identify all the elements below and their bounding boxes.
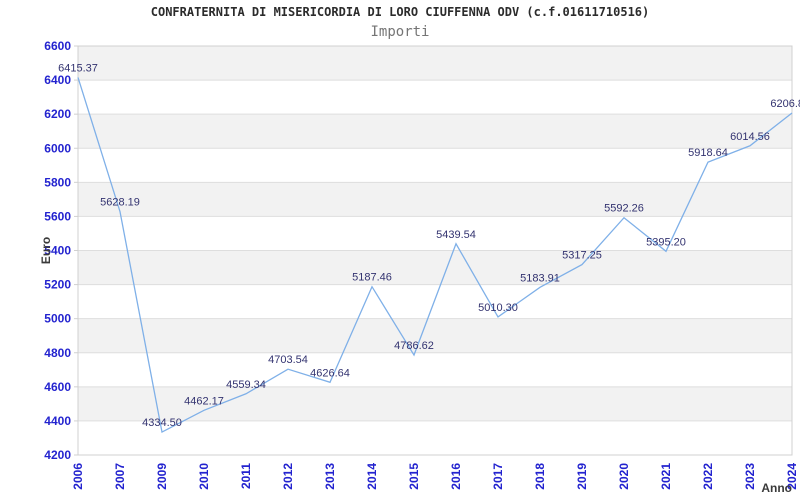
- data-point-label: 5183.91: [520, 272, 560, 284]
- y-axis-tick-label: 6000: [44, 141, 71, 155]
- x-axis-tick-label: 2009: [155, 463, 169, 490]
- data-point-label: 4703.54: [268, 354, 308, 366]
- y-axis-tick-label: 5800: [44, 175, 71, 189]
- x-axis-tick-label: 2022: [701, 463, 715, 490]
- y-axis-tick-label: 5600: [44, 209, 71, 223]
- y-axis-title: Euro: [39, 237, 53, 264]
- x-axis-tick-label: 2017: [491, 463, 505, 490]
- series-line: [77, 77, 793, 434]
- data-point-label: 5592.26: [604, 203, 644, 215]
- data-point-label: 4559.34: [226, 379, 266, 391]
- y-axis-tick-label: 4800: [44, 346, 71, 360]
- x-axis-tick-label: 2012: [281, 463, 295, 490]
- y-axis-tick-label: 4200: [44, 448, 71, 462]
- data-point-label: 5010.30: [478, 302, 518, 314]
- x-axis-title: Anno: [761, 481, 792, 495]
- data-point-label: 4786.62: [394, 340, 434, 352]
- data-point-label: 5918.64: [688, 147, 728, 159]
- data-point-label: 4626.64: [310, 367, 350, 379]
- data-point-label: 5439.54: [436, 229, 476, 241]
- data-point-label: 5187.46: [352, 272, 392, 284]
- x-axis-tick-label: 2016: [449, 463, 463, 490]
- horizontal-band: [78, 182, 792, 217]
- y-axis-tick-label: 6400: [44, 73, 71, 87]
- y-axis-tick-label: 4400: [44, 414, 71, 428]
- y-axis-tick-label: 6200: [44, 107, 71, 121]
- y-axis-tick-label: 6600: [44, 39, 71, 53]
- chart-subtitle: Importi: [370, 24, 430, 40]
- data-point-label: 5628.19: [100, 197, 140, 209]
- x-axis-tick-label: 2013: [323, 463, 337, 490]
- horizontal-band: [78, 386, 792, 421]
- x-axis-tick-label: 2018: [533, 463, 547, 490]
- x-axis-tick-label: 2014: [365, 463, 379, 490]
- x-axis-tick-label: 2006: [71, 463, 85, 490]
- horizontal-band: [78, 114, 792, 149]
- y-axis-tick-label: 5400: [44, 244, 71, 258]
- y-axis-tick-label: 5000: [44, 312, 71, 326]
- horizontal-band: [78, 46, 792, 81]
- data-point-label: 4334.50: [142, 417, 182, 429]
- x-axis-tick-label: 2015: [407, 463, 421, 490]
- x-axis-tick-label: 2010: [197, 463, 211, 490]
- horizontal-band: [78, 250, 792, 285]
- data-point-label: 4462.17: [184, 395, 224, 407]
- x-axis-tick-label: 2020: [617, 463, 631, 490]
- data-point-label: 6415.37: [58, 62, 98, 74]
- y-axis-tick-label: 4600: [44, 380, 71, 394]
- x-axis-tick-label: 2007: [113, 463, 127, 490]
- data-point-label: 6206.8: [770, 98, 800, 110]
- x-axis-tick-label: 2023: [743, 463, 757, 490]
- x-axis-tick-label: 2011: [239, 463, 253, 489]
- y-axis-tick-label: 5200: [44, 278, 71, 292]
- x-axis-tick-label: 2021: [659, 463, 673, 490]
- horizontal-band: [78, 318, 792, 353]
- data-point-label: 6014.56: [730, 131, 770, 143]
- chart-title: CONFRATERNITA DI MISERICORDIA DI LORO CI…: [150, 5, 650, 19]
- x-axis-tick-label: 2019: [575, 463, 589, 490]
- x-axis-tick-label: 2024: [785, 463, 799, 490]
- data-point-label: 5395.20: [646, 236, 686, 248]
- data-point-label: 5317.25: [562, 250, 602, 262]
